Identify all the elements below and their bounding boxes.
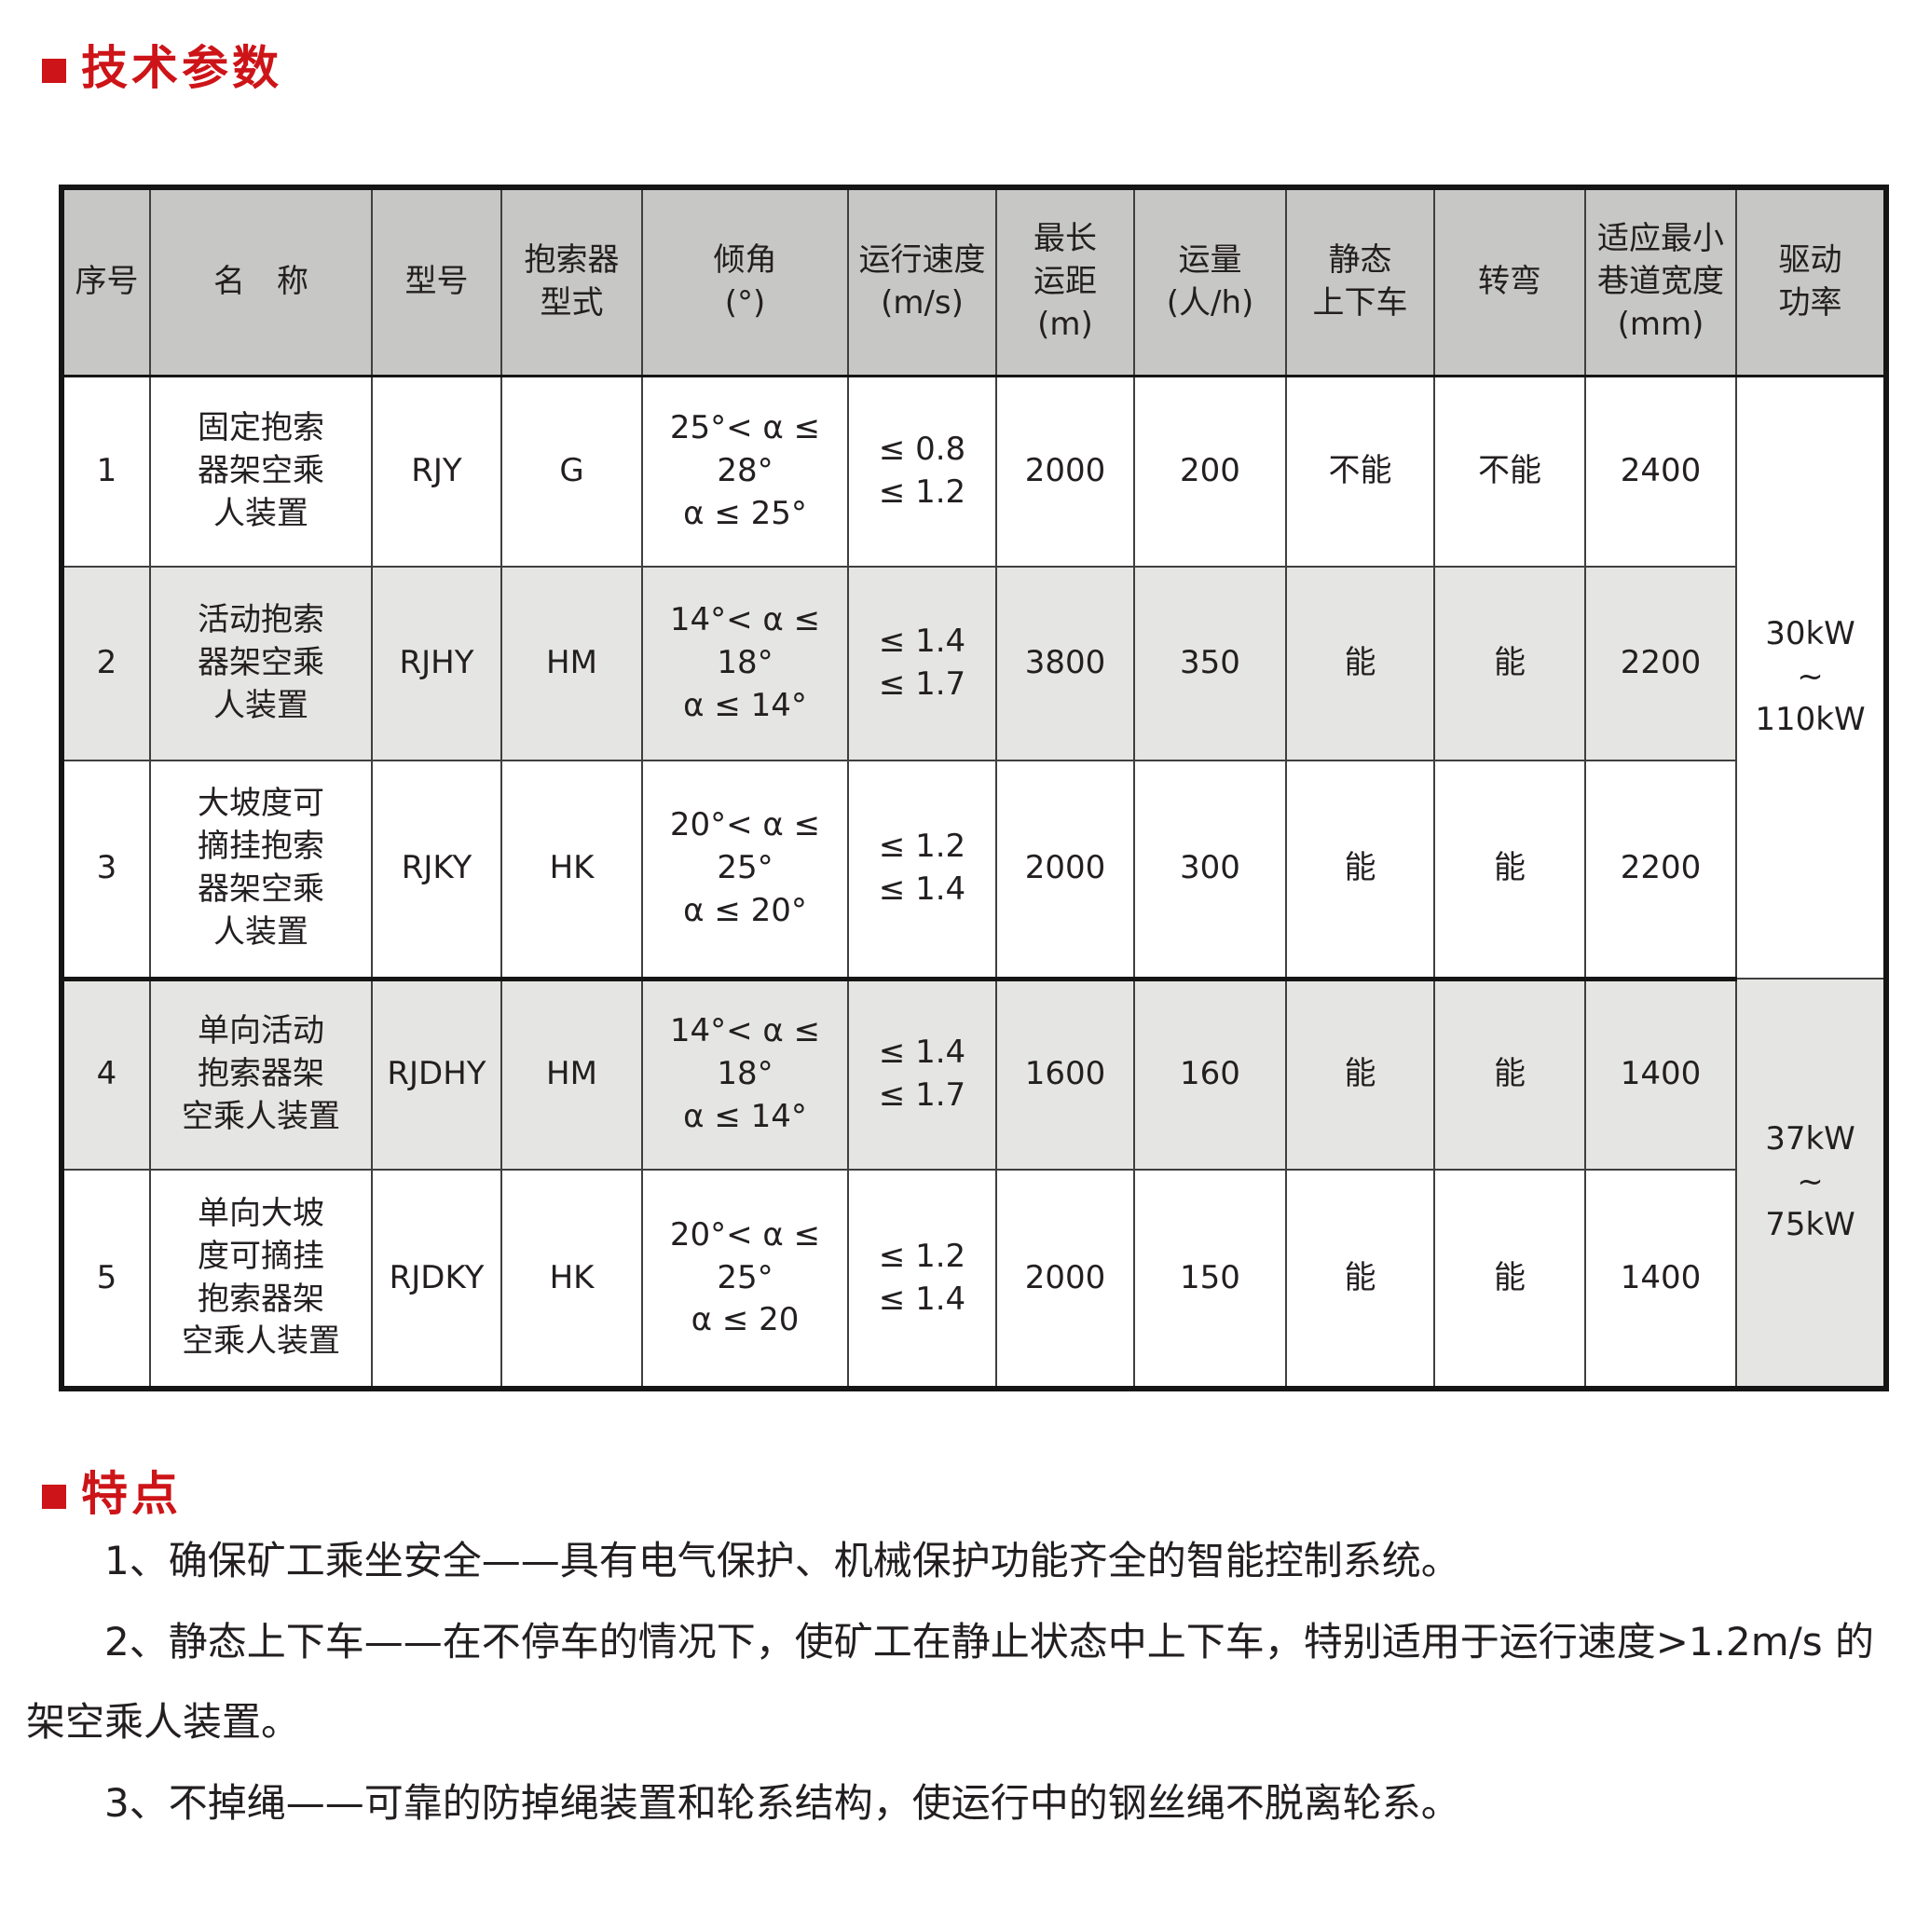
features-list: 1、确保矿工乘坐安全——具有电气保护、机械保护功能齐全的智能控制系统。 2、静态… [26, 1521, 1901, 1843]
col-header-speed: 运行速度 (m/s) [847, 186, 997, 377]
cell-min-width: 1400 [1584, 978, 1737, 1171]
cell-angle: 20°< α ≤ 25° α ≤ 20° [641, 760, 849, 981]
cell-serial: 1 [61, 375, 151, 568]
cell-model: RJHY [371, 566, 502, 761]
cell-capacity: 300 [1133, 760, 1287, 981]
cell-angle: 25°< α ≤ 28° α ≤ 25° [641, 375, 849, 568]
section-title-text: 特点 [81, 1467, 182, 1521]
cell-name: 固定抱索 器架空乘 人装置 [149, 375, 373, 568]
cell-model: RJY [371, 375, 502, 568]
col-header-angle: 倾角 (°) [641, 186, 849, 377]
cell-name: 大坡度可 摘挂抱索 器架空乘 人装置 [149, 760, 373, 981]
cell-drive-power-group2: 37kW ~ 75kW [1735, 978, 1887, 1390]
table-row: 4 单向活动 抱索器架 空乘人装置 RJDHY HM 14°< α ≤ 18° … [61, 978, 1887, 1390]
cell-model: RJDKY [371, 1169, 502, 1390]
tech-params-table-wrap: 序号 名 称 型号 抱索器 型式 倾角 (°) 运行速度 (m/s) 最长 运距… [59, 185, 1889, 1391]
table-row: 5 单向大坡 度可摘挂 抱索器架 空乘人装置 RJDKY HK 20°< α ≤… [61, 1169, 1886, 1390]
cell-static-boarding: 能 [1285, 978, 1435, 1171]
cell-speed: ≤ 1.4 ≤ 1.7 [847, 566, 997, 761]
cell-grip-type: HK [500, 1169, 643, 1390]
cell-static-boarding: 能 [1285, 760, 1435, 981]
cell-grip-type: G [500, 375, 643, 568]
cell-min-width: 1400 [1584, 1169, 1737, 1390]
col-header-serial: 序号 [61, 186, 151, 377]
cell-turning: 能 [1433, 978, 1586, 1171]
cell-min-width: 2200 [1584, 760, 1737, 981]
cell-distance: 3800 [995, 566, 1135, 761]
bullet-square-icon [42, 59, 66, 83]
cell-capacity: 350 [1133, 566, 1287, 761]
col-header-static-boarding: 静态 上下车 [1285, 186, 1435, 377]
cell-turning: 不能 [1433, 375, 1586, 568]
col-header-model: 型号 [371, 186, 502, 377]
cell-min-width: 2200 [1584, 566, 1737, 761]
cell-drive-power-group1: 30kW ~ 110kW [1735, 375, 1887, 980]
cell-capacity: 160 [1133, 978, 1287, 1171]
col-header-distance: 最长 运距 (m) [995, 186, 1135, 377]
cell-static-boarding: 能 [1285, 1169, 1435, 1390]
cell-grip-type: HM [500, 566, 643, 761]
cell-serial: 2 [61, 566, 151, 761]
cell-speed: ≤ 0.8 ≤ 1.2 [847, 375, 997, 568]
cell-turning: 能 [1433, 760, 1586, 981]
cell-capacity: 200 [1133, 375, 1287, 568]
col-header-min-roadway-width: 适应最小 巷道宽度 (mm) [1584, 186, 1737, 377]
cell-model: RJKY [371, 760, 502, 981]
cell-name: 单向大坡 度可摘挂 抱索器架 空乘人装置 [149, 1169, 373, 1390]
cell-angle: 14°< α ≤ 18° α ≤ 14° [641, 978, 849, 1171]
cell-min-width: 2400 [1584, 375, 1737, 568]
cell-speed: ≤ 1.2 ≤ 1.4 [847, 760, 997, 981]
cell-name: 活动抱索 器架空乘 人装置 [149, 566, 373, 761]
col-header-drive-power: 驱动 功率 [1735, 186, 1887, 377]
feature-item: 1、确保矿工乘坐安全——具有电气保护、机械保护功能齐全的智能控制系统。 [104, 1538, 1460, 1583]
cell-static-boarding: 能 [1285, 566, 1435, 761]
col-header-turning: 转弯 [1433, 186, 1586, 377]
cell-capacity: 150 [1133, 1169, 1287, 1390]
cell-distance: 2000 [995, 760, 1135, 981]
table-row: 3 大坡度可 摘挂抱索 器架空乘 人装置 RJKY HK 20°< α ≤ 25… [61, 760, 1886, 981]
col-header-capacity: 运量 (人/h) [1133, 186, 1287, 377]
cell-speed: ≤ 1.2 ≤ 1.4 [847, 1169, 997, 1390]
section-title-features: 特点 [42, 1471, 182, 1517]
cell-turning: 能 [1433, 1169, 1586, 1390]
tech-params-table: 序号 名 称 型号 抱索器 型式 倾角 (°) 运行速度 (m/s) 最长 运距… [59, 185, 1889, 1391]
cell-angle: 20°< α ≤ 25° α ≤ 20 [641, 1169, 849, 1390]
bullet-square-icon [42, 1485, 66, 1509]
col-header-name: 名 称 [149, 186, 373, 377]
table-row: 2 活动抱索 器架空乘 人装置 RJHY HM 14°< α ≤ 18° α ≤… [61, 566, 1886, 761]
cell-serial: 4 [61, 978, 151, 1171]
cell-model: RJDHY [371, 978, 502, 1171]
cell-serial: 3 [61, 760, 151, 981]
cell-distance: 2000 [995, 375, 1135, 568]
cell-grip-type: HM [500, 978, 643, 1171]
feature-item: 2、静态上下车——在不停车的情况下，使矿工在静止状态中上下车，特别适用于运行速度… [26, 1618, 1875, 1746]
cell-angle: 14°< α ≤ 18° α ≤ 14° [641, 566, 849, 761]
cell-serial: 5 [61, 1169, 151, 1390]
header-row: 序号 名 称 型号 抱索器 型式 倾角 (°) 运行速度 (m/s) 最长 运距… [61, 186, 1887, 377]
cell-distance: 1600 [995, 978, 1135, 1171]
cell-name: 单向活动 抱索器架 空乘人装置 [149, 978, 373, 1171]
feature-item: 3、不掉绳——可靠的防掉绳装置和轮系结构，使运行中的钢丝绳不脱离轮系。 [104, 1779, 1460, 1826]
section-title-tech-params: 技术参数 [42, 45, 282, 91]
cell-grip-type: HK [500, 760, 643, 981]
cell-static-boarding: 不能 [1285, 375, 1435, 568]
table-row: 1 固定抱索 器架空乘 人装置 RJY G 25°< α ≤ 28° α ≤ 2… [61, 375, 1887, 980]
cell-turning: 能 [1433, 566, 1586, 761]
col-header-grip-type: 抱索器 型式 [500, 186, 643, 377]
section-title-text: 技术参数 [81, 41, 282, 95]
cell-distance: 2000 [995, 1169, 1135, 1390]
cell-speed: ≤ 1.4 ≤ 1.7 [847, 978, 997, 1171]
